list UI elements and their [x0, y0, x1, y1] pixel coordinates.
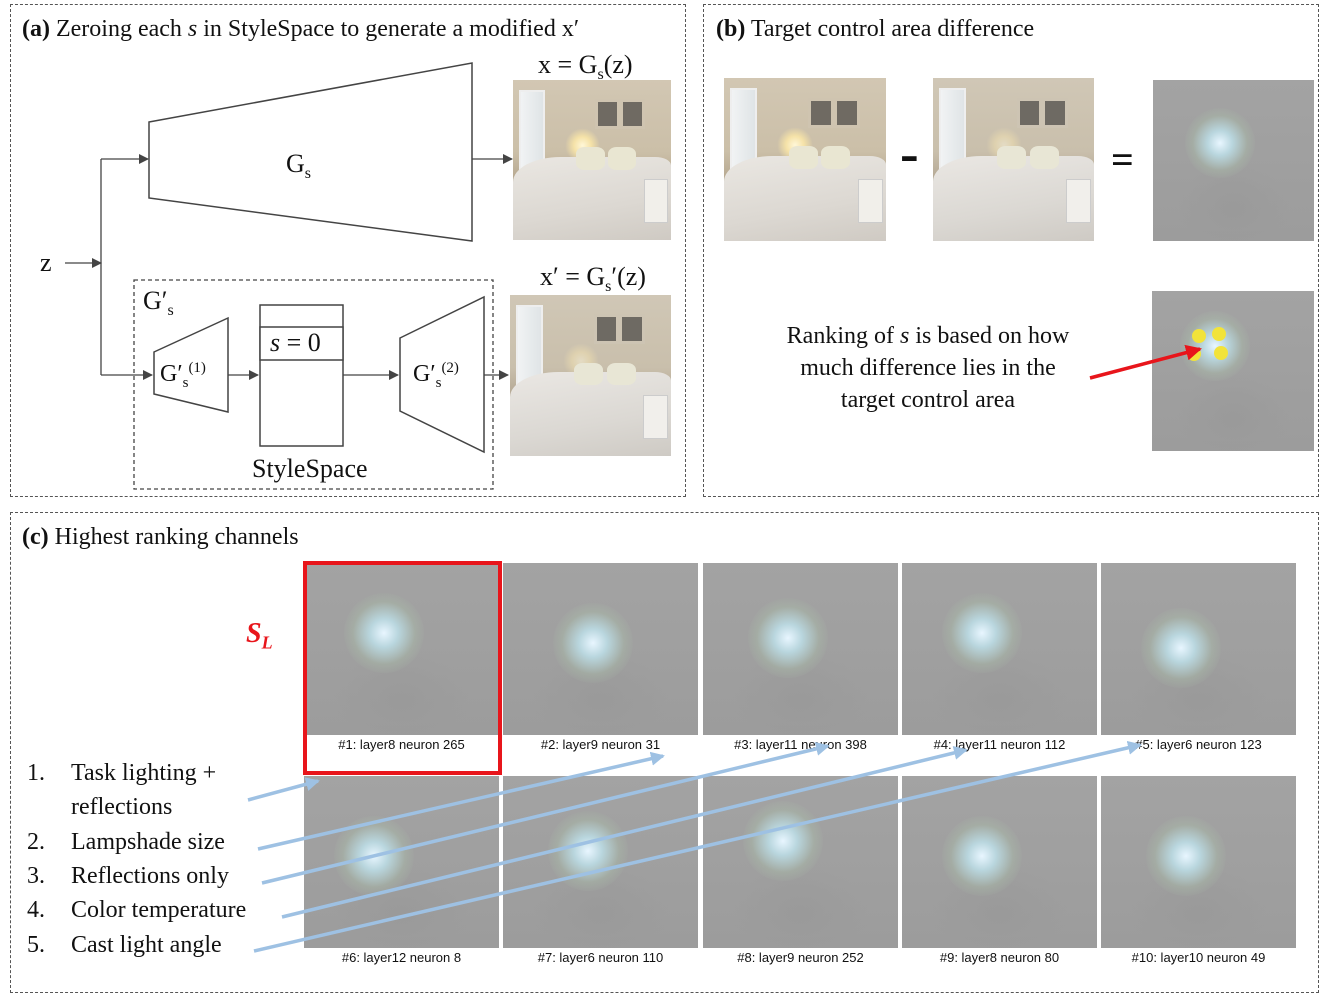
- stylespace-label: StyleSpace: [252, 454, 368, 483]
- gprime-box-label: G′s: [143, 286, 174, 320]
- gs-label: Gs: [286, 149, 312, 183]
- channel-image: [1101, 563, 1296, 735]
- channel-caption: #8: layer9 neuron 252: [737, 950, 864, 965]
- panel-b-title: (b) Target control area difference: [716, 16, 1035, 42]
- effect-item: 2. Lampshade size: [27, 829, 225, 855]
- panel-c-title: (c) Highest ranking channels: [22, 524, 299, 550]
- channel-caption: #5: layer6 neuron 123: [1135, 737, 1262, 752]
- channel-caption: #7: layer6 neuron 110: [537, 950, 664, 965]
- target-area-dot: [1187, 347, 1201, 361]
- channel-image: [503, 776, 698, 948]
- top-channel-highlight: [303, 561, 502, 775]
- channel-image: [703, 563, 898, 735]
- target-area-dot: [1214, 346, 1228, 360]
- source-image: [724, 78, 886, 241]
- channel-caption: #6: layer12 neuron 8: [341, 950, 462, 965]
- effect-item: 5. Cast light angle: [27, 932, 222, 958]
- channel-caption: #2: layer9 neuron 31: [540, 737, 661, 752]
- generated-image-x: [513, 80, 671, 240]
- channel-image: [1101, 776, 1296, 948]
- generated-image-xprime: [510, 295, 671, 456]
- minus-sign: -: [900, 123, 919, 185]
- channel-image: [304, 563, 499, 735]
- z-label: z: [40, 248, 52, 277]
- panel-c: [10, 512, 1319, 993]
- g2-label: G′s(2): [413, 360, 459, 391]
- effect-item: 4. Color temperature: [27, 897, 247, 923]
- effect-item: 3. Reflections only: [27, 863, 229, 889]
- modified-image: [933, 78, 1094, 241]
- panel-a-title: (a) Zeroing each s in StyleSpace to gene…: [22, 16, 580, 42]
- channel-image: [902, 563, 1097, 735]
- channel-caption: #3: layer11 neuron 398: [734, 737, 867, 752]
- target-area-dot: [1212, 327, 1226, 341]
- effect-item: 1. Task lighting +: [27, 760, 217, 786]
- s-zero-label: s = 0: [270, 328, 321, 357]
- channel-caption: #10: layer10 neuron 49: [1131, 950, 1266, 965]
- xprime-label: x′ = Gs′(z): [540, 262, 646, 296]
- difference-image: [1153, 80, 1314, 241]
- target-area-dot: [1192, 329, 1206, 343]
- channel-image: [703, 776, 898, 948]
- ranking-explanation: Ranking of s is based on how much differ…: [786, 323, 1070, 413]
- panel-a: [10, 4, 686, 497]
- equals-sign: =: [1111, 137, 1134, 182]
- channel-image: [503, 563, 698, 735]
- panel-b: [703, 4, 1319, 497]
- sl-symbol: SL: [246, 618, 273, 653]
- x-label: x = Gs(z): [538, 50, 633, 84]
- g1-label: G′s(1): [160, 360, 206, 391]
- effect-item-continued: reflections: [71, 794, 173, 820]
- channel-image: [304, 776, 499, 948]
- channel-caption: #4: layer11 neuron 112: [933, 737, 1066, 752]
- difference-image-target-area: [1152, 291, 1314, 451]
- channel-image: [902, 776, 1097, 948]
- channel-caption: #9: layer8 neuron 80: [939, 950, 1060, 965]
